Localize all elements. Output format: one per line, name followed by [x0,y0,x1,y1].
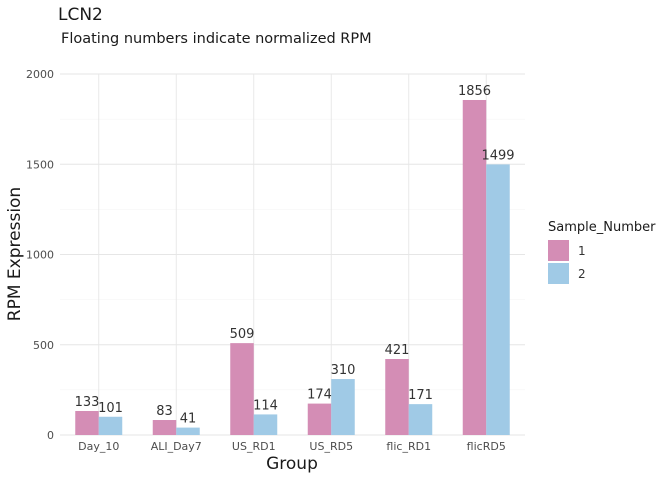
data-label: 421 [385,343,410,358]
x-tick-label: Day_10 [78,440,119,453]
data-label: 133 [75,395,100,410]
bar [176,427,200,435]
bar [75,410,99,435]
bar [385,359,409,435]
legend-swatch [548,240,569,261]
data-label: 1856 [458,84,491,99]
data-label: 1499 [481,148,514,163]
legend-swatch [548,263,569,284]
y-tick-label: 0 [47,429,54,442]
bar [486,164,510,436]
data-label: 171 [408,388,433,403]
legend: Sample_Number 1 2 [548,220,656,284]
chart-subtitle: Floating numbers indicate normalized RPM [61,31,372,47]
y-tick-label: 1500 [26,158,54,171]
x-tick-label: flic_RD1 [386,440,431,453]
bar [253,414,278,435]
data-label: 509 [230,327,255,342]
x-tick-label: US_RD1 [232,440,276,453]
chart-title: LCN2 [58,5,103,25]
data-label: 41 [180,412,197,427]
bar [462,99,487,435]
x-tick-label: US_RD5 [309,440,353,453]
bar [230,343,254,435]
legend-label: 2 [578,267,586,281]
data-label: 83 [156,404,173,419]
grid-lines [60,73,525,436]
x-tick-label: flicRD5 [467,440,506,453]
y-axis-ticks: 0 500 1000 1500 2000 [26,68,54,442]
x-tick-label: ALI_Day7 [151,440,202,453]
data-label: 101 [98,401,123,416]
bar [408,404,433,435]
y-tick-label: 500 [33,339,54,352]
y-tick-label: 2000 [26,68,54,81]
data-label: 174 [307,388,332,403]
y-tick-label: 1000 [26,249,54,262]
y-axis-title: RPM Expression [5,187,25,321]
data-label: 114 [253,398,278,413]
bar [152,420,177,435]
legend-label: 1 [578,244,586,258]
x-axis-title: Group [266,454,318,474]
bar [98,416,123,435]
x-axis-ticks: Day_10 ALI_Day7 US_RD1 US_RD5 flic_RD1 flicRD… [78,440,506,453]
bar [331,379,355,435]
legend-title: Sample_Number [548,220,656,235]
bar [307,403,332,435]
data-label: 310 [331,363,356,378]
